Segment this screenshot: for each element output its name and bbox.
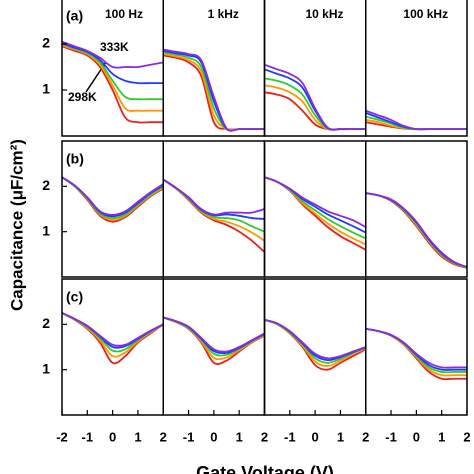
x-tick-label: 2	[463, 429, 470, 444]
plot-area	[163, 316, 265, 365]
panel-title: 100 kHz	[403, 7, 448, 21]
x-tick-label: 0	[312, 429, 319, 444]
data-line	[163, 178, 265, 233]
y-tick-label: 2	[42, 35, 50, 51]
data-line	[163, 53, 265, 132]
x-tick-label: 1	[134, 429, 141, 444]
data-line	[62, 45, 164, 124]
x-tick-label: 1	[337, 429, 344, 444]
panel-frame	[162, 140, 266, 278]
panel-title: 1 kHz	[208, 7, 239, 21]
data-line	[365, 327, 467, 377]
x-axis-label: Gate Voltage (V)	[196, 463, 334, 474]
x-tick-label: 2	[362, 429, 369, 444]
y-tick-label: 1	[42, 222, 50, 238]
x-tick-label: 0	[109, 429, 116, 444]
plot-area	[62, 176, 164, 223]
data-line	[163, 54, 265, 131]
data-line	[365, 192, 467, 269]
data-line	[264, 176, 366, 240]
x-tick-label: -1	[385, 429, 397, 444]
data-line	[365, 327, 467, 369]
plot-area	[163, 48, 265, 132]
data-line	[365, 327, 467, 371]
data-line	[264, 63, 366, 131]
plot-area	[62, 40, 164, 124]
y-tick-label: 2	[42, 315, 50, 331]
x-tick-label: -1	[284, 429, 296, 444]
annotation: 333K	[100, 40, 129, 54]
data-line	[365, 192, 467, 268]
data-line	[264, 176, 366, 228]
panel-title: 100 Hz	[105, 7, 143, 21]
data-line	[163, 51, 265, 132]
data-line	[365, 109, 467, 131]
plot-area	[264, 318, 366, 371]
plot-area	[365, 327, 467, 381]
data-line	[62, 42, 164, 85]
data-line	[163, 316, 265, 353]
plot-area	[62, 312, 164, 365]
data-line	[365, 327, 467, 374]
plot-area	[365, 109, 467, 131]
x-tick-label: -2	[56, 429, 68, 444]
plot-area	[264, 176, 366, 251]
panel-label: (a)	[66, 8, 83, 24]
panel-frame	[365, 0, 468, 137]
data-line	[62, 312, 164, 347]
panel-frame	[162, 278, 266, 416]
data-line	[163, 48, 265, 132]
data-line	[365, 192, 467, 268]
plot-area	[365, 192, 467, 269]
panel-frame	[263, 278, 367, 416]
panel-label: (c)	[66, 289, 83, 305]
panel-frame	[263, 140, 367, 278]
panel-label: (b)	[66, 151, 84, 167]
x-tick-label: 0	[210, 429, 217, 444]
y-tick-label: 1	[42, 81, 50, 97]
data-line	[365, 192, 467, 269]
data-line	[163, 50, 265, 132]
x-tick-label: 0	[413, 429, 420, 444]
x-tick-label: 1	[438, 429, 445, 444]
y-tick-label: 1	[42, 360, 50, 376]
data-line	[62, 43, 164, 101]
x-tick-label: 1	[236, 429, 243, 444]
panel-title: 10 kHz	[305, 7, 343, 21]
annotation: 298K	[68, 90, 97, 104]
data-line	[365, 192, 467, 269]
data-line	[62, 312, 164, 349]
x-tick-label: 2	[261, 429, 268, 444]
x-tick-label: 2	[160, 429, 167, 444]
plot-area	[163, 178, 265, 253]
panel-frame	[365, 140, 468, 278]
x-tick-label: -1	[82, 429, 94, 444]
y-tick-label: 2	[42, 177, 50, 193]
y-axis-label: Capacitance (μF/cm²)	[7, 139, 26, 311]
data-line	[163, 178, 265, 216]
data-line	[62, 176, 164, 216]
data-line	[264, 77, 366, 131]
plot-area	[264, 63, 366, 131]
data-line	[264, 318, 366, 360]
data-line	[62, 40, 164, 69]
x-tick-label: -1	[183, 429, 195, 444]
panel-frame	[365, 278, 468, 416]
